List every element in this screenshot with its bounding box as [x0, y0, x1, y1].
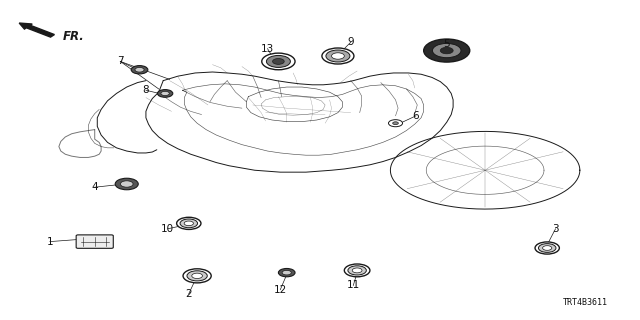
Text: 8: 8	[143, 85, 149, 95]
Circle shape	[326, 50, 350, 62]
Circle shape	[424, 39, 470, 62]
Circle shape	[266, 55, 291, 68]
Text: 13: 13	[261, 44, 274, 54]
Text: 10: 10	[161, 224, 174, 234]
Circle shape	[282, 270, 291, 275]
Circle shape	[120, 181, 133, 187]
Circle shape	[433, 44, 461, 58]
Circle shape	[535, 242, 559, 254]
Text: FR.: FR.	[63, 30, 84, 43]
Circle shape	[332, 53, 344, 59]
Text: 7: 7	[117, 56, 124, 67]
Circle shape	[344, 264, 370, 277]
Text: 3: 3	[552, 224, 559, 234]
Circle shape	[161, 91, 170, 96]
Circle shape	[388, 120, 403, 127]
Text: 12: 12	[274, 284, 287, 295]
Text: 4: 4	[92, 182, 98, 192]
FancyBboxPatch shape	[76, 235, 113, 248]
Circle shape	[131, 66, 148, 74]
Text: TRT4B3611: TRT4B3611	[563, 298, 608, 307]
Text: 9: 9	[348, 37, 354, 47]
Text: 1: 1	[47, 236, 53, 247]
Text: 11: 11	[347, 280, 360, 291]
Circle shape	[187, 271, 207, 281]
Text: 2: 2	[186, 289, 192, 299]
Circle shape	[157, 90, 173, 97]
Text: 6: 6	[413, 111, 419, 121]
Circle shape	[393, 122, 398, 124]
Circle shape	[538, 244, 556, 252]
Circle shape	[352, 268, 362, 273]
Circle shape	[177, 217, 201, 229]
Circle shape	[348, 266, 366, 275]
Circle shape	[184, 221, 193, 226]
Circle shape	[543, 246, 552, 250]
Circle shape	[192, 273, 202, 278]
Circle shape	[135, 68, 144, 72]
Circle shape	[183, 269, 211, 283]
Circle shape	[180, 219, 198, 228]
Circle shape	[322, 48, 354, 64]
Circle shape	[440, 47, 453, 54]
FancyArrow shape	[19, 23, 54, 37]
Circle shape	[278, 268, 295, 277]
Circle shape	[115, 178, 138, 190]
Circle shape	[273, 59, 284, 64]
Circle shape	[262, 53, 295, 70]
Text: 5: 5	[444, 39, 450, 49]
